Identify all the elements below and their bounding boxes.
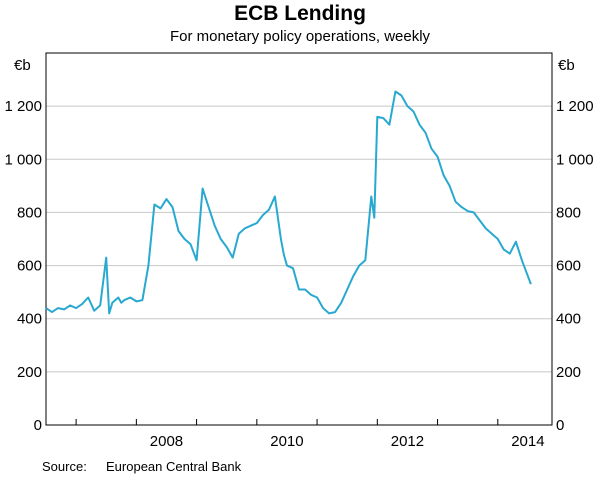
series-group <box>45 90 532 315</box>
y-tick-label-left: 0 <box>34 417 42 434</box>
y-tick-label-left: 400 <box>17 311 42 328</box>
source-label: Source: <box>42 459 87 474</box>
chart-subtitle: For monetary policy operations, weekly <box>169 28 431 45</box>
source-text: European Central Bank <box>106 459 242 474</box>
unit-label-right: €b <box>558 57 575 74</box>
y-tick-label-left: 200 <box>17 364 42 381</box>
y-tick-label-right: 600 <box>556 258 581 275</box>
x-tick-label: 2014 <box>511 433 544 450</box>
y-tick-label-right: 1 200 <box>556 98 594 115</box>
y-tick-label-left: 1 200 <box>4 98 42 115</box>
unit-label-left: €b <box>14 57 31 74</box>
y-tick-label-right: 0 <box>556 417 564 434</box>
y-tick-label-right: 1 000 <box>556 151 594 168</box>
plot-frame <box>45 52 553 426</box>
gridlines <box>46 105 552 373</box>
x-tick-label: 2012 <box>391 433 424 450</box>
y-tick-label-left: 800 <box>17 204 42 221</box>
chart-title: ECB Lending <box>234 2 366 25</box>
x-axis: 2008 2010 2012 2014 <box>75 419 545 450</box>
y-tick-label-right: 800 <box>556 204 581 221</box>
source-note: Source: European Central Bank <box>42 459 241 474</box>
y-axis-left: 0 200 400 600 800 1 000 1 200 <box>4 98 42 434</box>
y-tick-label-left: 1 000 <box>4 151 42 168</box>
plot-border <box>45 52 553 426</box>
series-line <box>45 90 532 315</box>
y-axis-right: 0 200 400 600 800 1 000 1 200 <box>556 98 594 434</box>
x-tick-label: 2010 <box>270 433 303 450</box>
y-tick-label-right: 400 <box>556 311 581 328</box>
y-tick-label-left: 600 <box>17 258 42 275</box>
y-tick-label-right: 200 <box>556 364 581 381</box>
x-tick-label: 2008 <box>150 433 183 450</box>
